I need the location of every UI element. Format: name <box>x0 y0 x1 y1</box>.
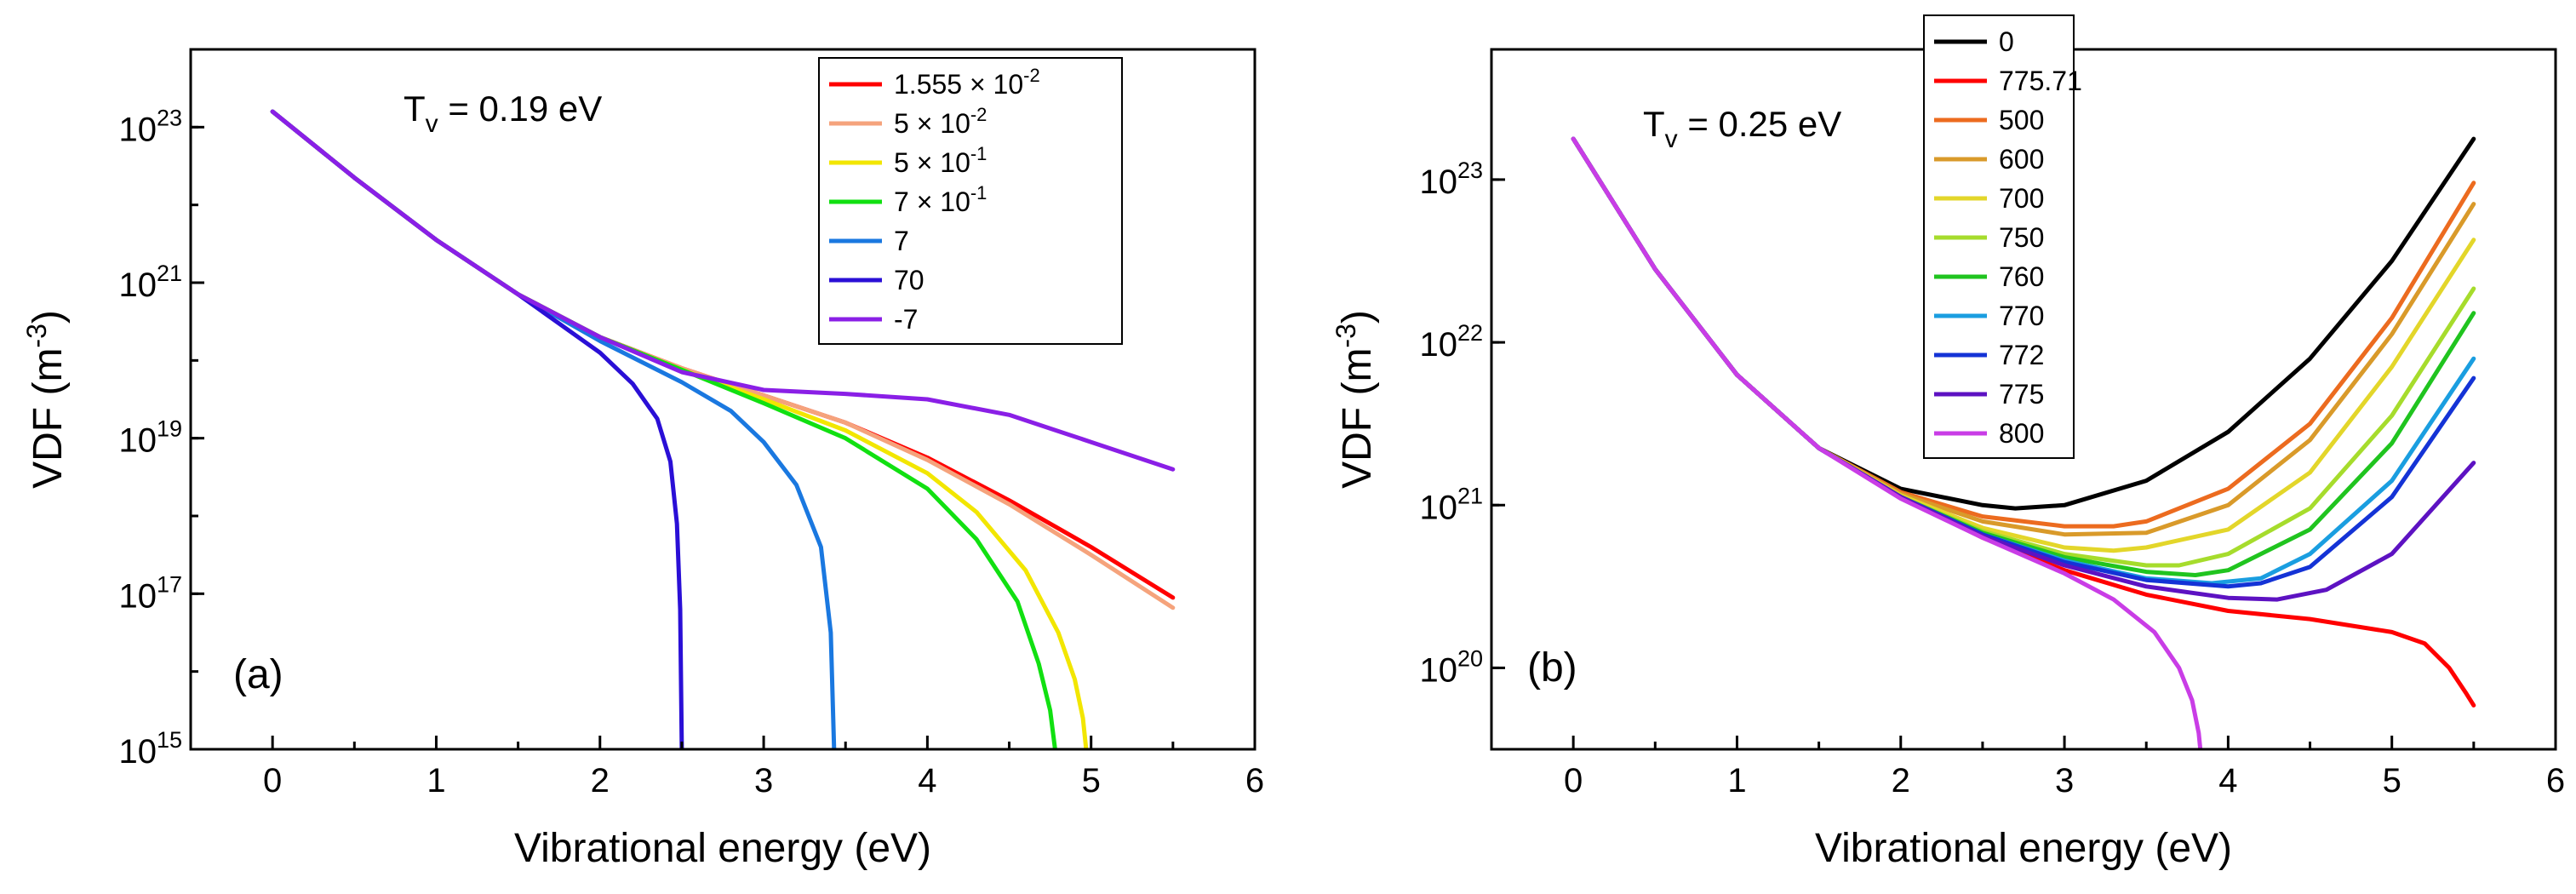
legend-item: 1.555 × 10-2 <box>829 65 1040 100</box>
legend-label: 7 × 10-1 <box>894 182 987 217</box>
y-tick-label: 1017 <box>118 571 182 615</box>
legend-label: 700 <box>1999 183 2044 214</box>
legend: 0 775.71 500 600 700 750 760 770 772 775 800 <box>1923 14 2082 459</box>
legend-label: 5 × 10-1 <box>894 143 987 178</box>
y-tick-label: 1022 <box>1419 320 1483 364</box>
legend-item: 500 <box>1934 105 2044 135</box>
legend-item: 700 <box>1934 183 2044 214</box>
legend-label: 0 <box>1999 26 2014 57</box>
legend-item: 775 <box>1934 379 2044 410</box>
legend-item: 7 × 10-1 <box>829 182 987 217</box>
x-tick-label: 4 <box>2218 762 2237 799</box>
legend-item: 0 <box>1934 26 2014 57</box>
temperature-annotation: Tv = 0.25 eV <box>1643 104 1841 153</box>
legend-label: 760 <box>1999 261 2044 292</box>
x-axis-title: Vibrational energy (eV) <box>514 826 931 871</box>
x-tick-label: 5 <box>1082 762 1101 799</box>
legend-label: 775.71 <box>1999 66 2082 96</box>
series-layer <box>1571 136 2476 749</box>
series-line-4 <box>270 109 837 749</box>
legend-item: 5 × 10-1 <box>829 143 987 178</box>
x-tick-label: 1 <box>1727 762 1746 799</box>
legend-item: 772 <box>1934 340 2044 370</box>
legend-label: 772 <box>1999 340 2044 370</box>
x-tick-label: 0 <box>1564 762 1583 799</box>
x-tick-label: 5 <box>2383 762 2401 799</box>
y-tick-label: 1023 <box>1419 158 1483 201</box>
x-tick-label: 3 <box>754 762 773 799</box>
y-tick-label: 1021 <box>118 261 182 304</box>
x-tick-label: 2 <box>1892 762 1910 799</box>
legend-label: 600 <box>1999 144 2044 175</box>
legend-label: 5 × 10-2 <box>894 104 987 139</box>
legend-item: 760 <box>1934 261 2044 292</box>
x-tick-label: 0 <box>263 762 282 799</box>
legend-label: -7 <box>894 304 918 335</box>
x-tick-label: 6 <box>1245 762 1264 799</box>
plot-frame <box>189 48 1257 751</box>
legend-label: 750 <box>1999 222 2044 253</box>
x-tick-label: 2 <box>591 762 610 799</box>
legend-label: 800 <box>1999 418 2044 449</box>
series-line-6 <box>270 109 1176 472</box>
y-axis-title: VDF (m-3) <box>1331 310 1380 489</box>
legend-item: 600 <box>1934 144 2044 175</box>
x-axis-title: Vibrational energy (eV) <box>1815 826 2232 871</box>
legend-item: 770 <box>1934 301 2044 331</box>
y-tick-label: 1015 <box>118 727 182 771</box>
legend-label: 770 <box>1999 301 2044 331</box>
y-tick-label: 1019 <box>118 416 182 460</box>
panel-b: 0 1 2 3 4 5 6 1020 1021 1022 1023 (b) Tv = 0.25 eV… <box>1331 14 2565 871</box>
panel-label: (a) <box>233 652 283 697</box>
y-tick-label: 1020 <box>1419 645 1483 689</box>
legend-label: 775 <box>1999 379 2044 410</box>
y-tick-label: 1021 <box>1419 483 1483 526</box>
legend-label: 500 <box>1999 105 2044 135</box>
legend-item: -7 <box>829 304 918 335</box>
legend-label: 1.555 × 10-2 <box>894 65 1040 100</box>
legend-label: 7 <box>894 226 909 256</box>
x-tick-label: 1 <box>426 762 445 799</box>
legend-item: 775.71 <box>1934 66 2082 96</box>
x-tick-label: 6 <box>2546 762 2565 799</box>
legend-item: 750 <box>1934 222 2044 253</box>
legend-item: 5 × 10-2 <box>829 104 987 139</box>
temperature-annotation: Tv = 0.19 eV <box>404 89 602 138</box>
y-axis-title: VDF (m-3) <box>21 310 71 489</box>
legend-item: 70 <box>829 265 924 295</box>
legend-label: 70 <box>894 265 924 295</box>
series-line-10 <box>1571 136 2203 749</box>
panel-a: 0 1 2 3 4 5 6 1015 1017 1019 1021 1023 (a) Tv = 0.1… <box>21 48 1264 871</box>
y-tick-label: 1023 <box>118 105 182 148</box>
legend: 1.555 × 10-2 5 × 10-2 5 × 10-1 7 × 10-1 7 70 -… <box>818 57 1123 345</box>
legend-item: 7 <box>829 226 909 256</box>
panel-label: (b) <box>1527 645 1577 691</box>
x-tick-label: 4 <box>918 762 936 799</box>
series-line-5 <box>270 109 684 749</box>
legend-item: 800 <box>1934 418 2044 449</box>
x-tick-label: 3 <box>2055 762 2074 799</box>
series-layer <box>270 109 1176 749</box>
